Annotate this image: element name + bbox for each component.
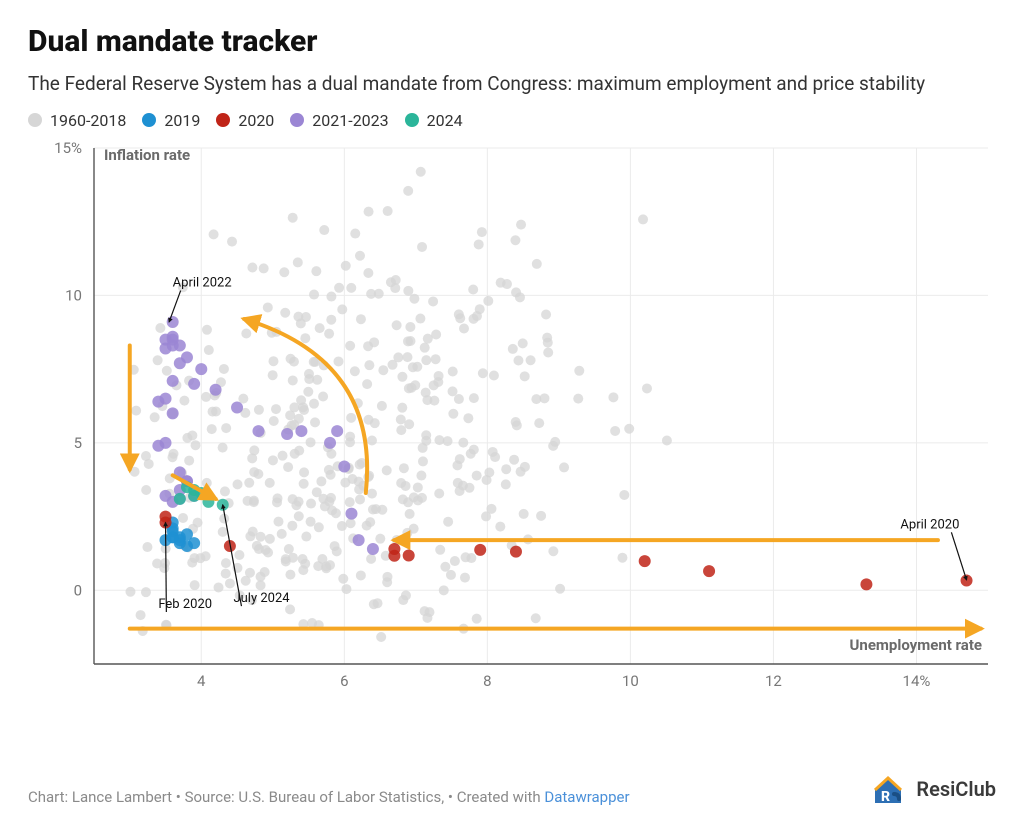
- legend-swatch: [142, 113, 156, 127]
- datawrapper-link[interactable]: Datawrapper: [544, 788, 629, 806]
- svg-text:15%: 15%: [54, 139, 82, 157]
- resiclub-logo-icon: R: [868, 772, 908, 806]
- svg-text:8: 8: [483, 672, 491, 690]
- legend-item: 1960-2018: [28, 111, 126, 130]
- svg-text:6: 6: [340, 672, 348, 690]
- legend-item: 2020: [216, 111, 274, 130]
- svg-text:4: 4: [197, 672, 206, 690]
- legend-label: 2024: [427, 111, 463, 130]
- chart-credit: Chart: Lance Lambert • Source: U.S. Bure…: [28, 788, 630, 806]
- svg-text:Unemployment rate: Unemployment rate: [850, 636, 982, 654]
- svg-text:12: 12: [765, 672, 782, 690]
- svg-text:0: 0: [74, 581, 82, 599]
- svg-text:10: 10: [65, 286, 82, 304]
- svg-text:April 2022: April 2022: [173, 275, 232, 290]
- footer: Chart: Lance Lambert • Source: U.S. Bure…: [28, 772, 996, 806]
- legend-item: 2019: [142, 111, 200, 130]
- svg-text:5: 5: [74, 433, 82, 451]
- legend-label: 2019: [164, 111, 200, 130]
- svg-text:R: R: [881, 789, 890, 805]
- legend-item: 2024: [405, 111, 463, 130]
- svg-text:10: 10: [622, 672, 639, 690]
- svg-text:14%: 14%: [903, 672, 931, 690]
- subtitle: The Federal Reserve System has a dual ma…: [28, 71, 948, 97]
- legend-label: 1960-2018: [50, 111, 126, 130]
- page-title: Dual mandate tracker: [28, 24, 996, 59]
- svg-text:July 2024: July 2024: [233, 591, 290, 606]
- svg-text:April 2020: April 2020: [900, 517, 959, 532]
- resiclub-logo: R ResiClub: [868, 772, 996, 806]
- legend-label: 2021-2023: [312, 111, 388, 130]
- legend: 1960-2018 2019 2020 2021-2023 2024: [28, 111, 996, 130]
- legend-swatch: [290, 113, 304, 127]
- legend-label: 2020: [238, 111, 274, 130]
- legend-swatch: [216, 113, 230, 127]
- svg-text:Inflation rate: Inflation rate: [104, 146, 190, 164]
- legend-item: 2021-2023: [290, 111, 388, 130]
- legend-swatch: [28, 113, 42, 127]
- legend-swatch: [405, 113, 419, 127]
- scatter-chart: 4 6 8 10 12 14% 0 5 10 15% Inflation rate Unemploym…: [28, 134, 996, 704]
